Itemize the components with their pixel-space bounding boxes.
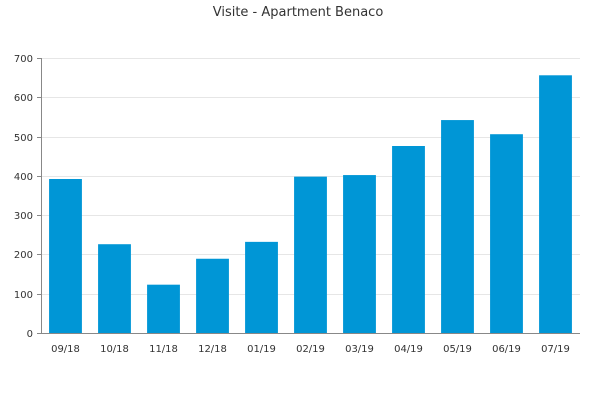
bar[interactable] <box>245 241 278 333</box>
bar[interactable] <box>147 284 180 333</box>
x-tick-labels: 09/18 10/18 11/18 12/18 01/19 02/19 03/19 04/19… <box>51 344 570 355</box>
y-tick-labels: 0 100 200 300 400 500 600 700 <box>14 54 33 340</box>
bar[interactable] <box>294 176 327 333</box>
x-tick-label: 10/18 <box>100 344 129 355</box>
bar[interactable] <box>98 244 131 333</box>
chart-title: Visite - Apartment Benaco <box>213 5 384 20</box>
y-tick-label: 300 <box>14 211 33 222</box>
y-tick-label: 100 <box>14 290 33 301</box>
y-tick-label: 0 <box>27 329 33 340</box>
bar[interactable] <box>441 120 474 333</box>
x-tick-label: 09/18 <box>51 344 80 355</box>
y-tick-label: 400 <box>14 172 33 183</box>
x-tick-label: 06/19 <box>492 344 521 355</box>
y-tick-label: 200 <box>14 250 33 261</box>
y-tick-label: 700 <box>14 54 33 65</box>
bar[interactable] <box>343 175 376 333</box>
y-tick-label: 500 <box>14 133 33 144</box>
x-tick-label: 05/19 <box>443 344 472 355</box>
x-tick-label: 07/19 <box>541 344 570 355</box>
bar[interactable] <box>490 134 523 333</box>
x-tick-label: 11/18 <box>149 344 178 355</box>
bar[interactable] <box>49 179 82 333</box>
bars <box>49 75 572 333</box>
bar[interactable] <box>539 75 572 333</box>
x-tick-label: 04/19 <box>394 344 423 355</box>
x-tick-label: 03/19 <box>345 344 374 355</box>
x-tick-label: 01/19 <box>247 344 276 355</box>
bar[interactable] <box>196 258 229 333</box>
x-tick-label: 12/18 <box>198 344 227 355</box>
y-tick-label: 600 <box>14 93 33 104</box>
axes <box>37 58 580 334</box>
bar[interactable] <box>392 146 425 333</box>
x-tick-label: 02/19 <box>296 344 325 355</box>
